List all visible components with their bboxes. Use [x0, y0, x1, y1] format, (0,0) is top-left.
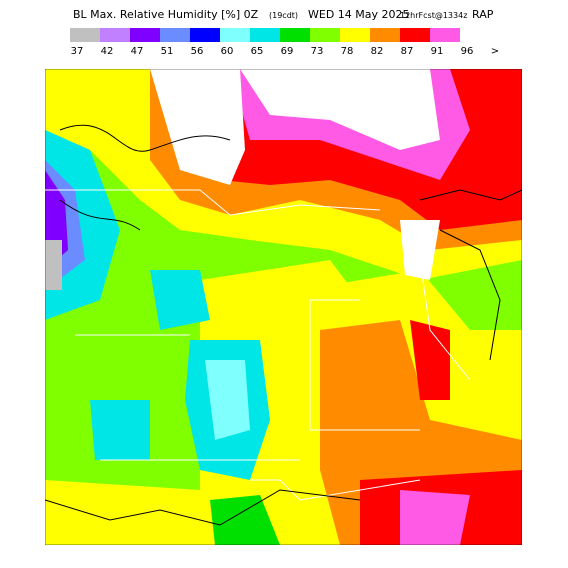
legend-label: 56 [191, 46, 204, 57]
legend-swatch [250, 28, 280, 42]
title: BL Max. Relative Humidity [%] 0Z [73, 8, 259, 21]
forecast: 12hrFcst@1334z [400, 11, 467, 20]
legend-label: 37 [71, 46, 84, 57]
legend-swatch [160, 28, 190, 42]
legend-swatch [370, 28, 400, 42]
legend-label: 69 [281, 46, 294, 57]
legend-more: > [491, 46, 499, 57]
legend-label: 78 [341, 46, 354, 57]
legend-swatch [280, 28, 310, 42]
legend-label: 96 [461, 46, 474, 57]
legend-label: 73 [311, 46, 324, 57]
legend-label: 42 [101, 46, 114, 57]
map-field [45, 69, 522, 545]
legend-swatch [340, 28, 370, 42]
legend-label: 60 [221, 46, 234, 57]
legend-swatch [190, 28, 220, 42]
legend-label: 47 [131, 46, 144, 57]
legend-swatch [100, 28, 130, 42]
legend-swatch [400, 28, 430, 42]
legend-label: 51 [161, 46, 174, 57]
legend-swatch [430, 28, 460, 42]
legend-swatch [130, 28, 160, 42]
legend-label: 65 [251, 46, 264, 57]
legend: 37 42 47 51 56 60 65 69 73 78 82 87 91 96 > [70, 28, 499, 57]
model: RAP [472, 8, 494, 21]
legend-swatch [310, 28, 340, 42]
legend-swatch [220, 28, 250, 42]
legend-label: 87 [401, 46, 414, 57]
legend-label: 91 [431, 46, 444, 57]
legend-swatch [70, 28, 100, 42]
local-time: (19cdt) [269, 11, 298, 20]
legend-label: 82 [371, 46, 384, 57]
valid-time: WED 14 May 2025 [308, 8, 410, 21]
